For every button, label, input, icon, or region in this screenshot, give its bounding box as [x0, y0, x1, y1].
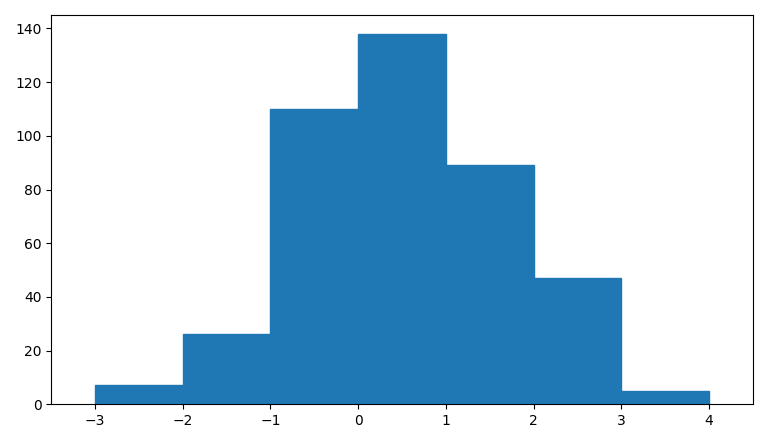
Bar [621, 391, 709, 404]
Bar [534, 278, 621, 404]
Bar [183, 334, 270, 404]
Bar [358, 34, 446, 404]
Bar [95, 385, 183, 404]
Bar [270, 109, 358, 404]
Bar [446, 165, 534, 404]
